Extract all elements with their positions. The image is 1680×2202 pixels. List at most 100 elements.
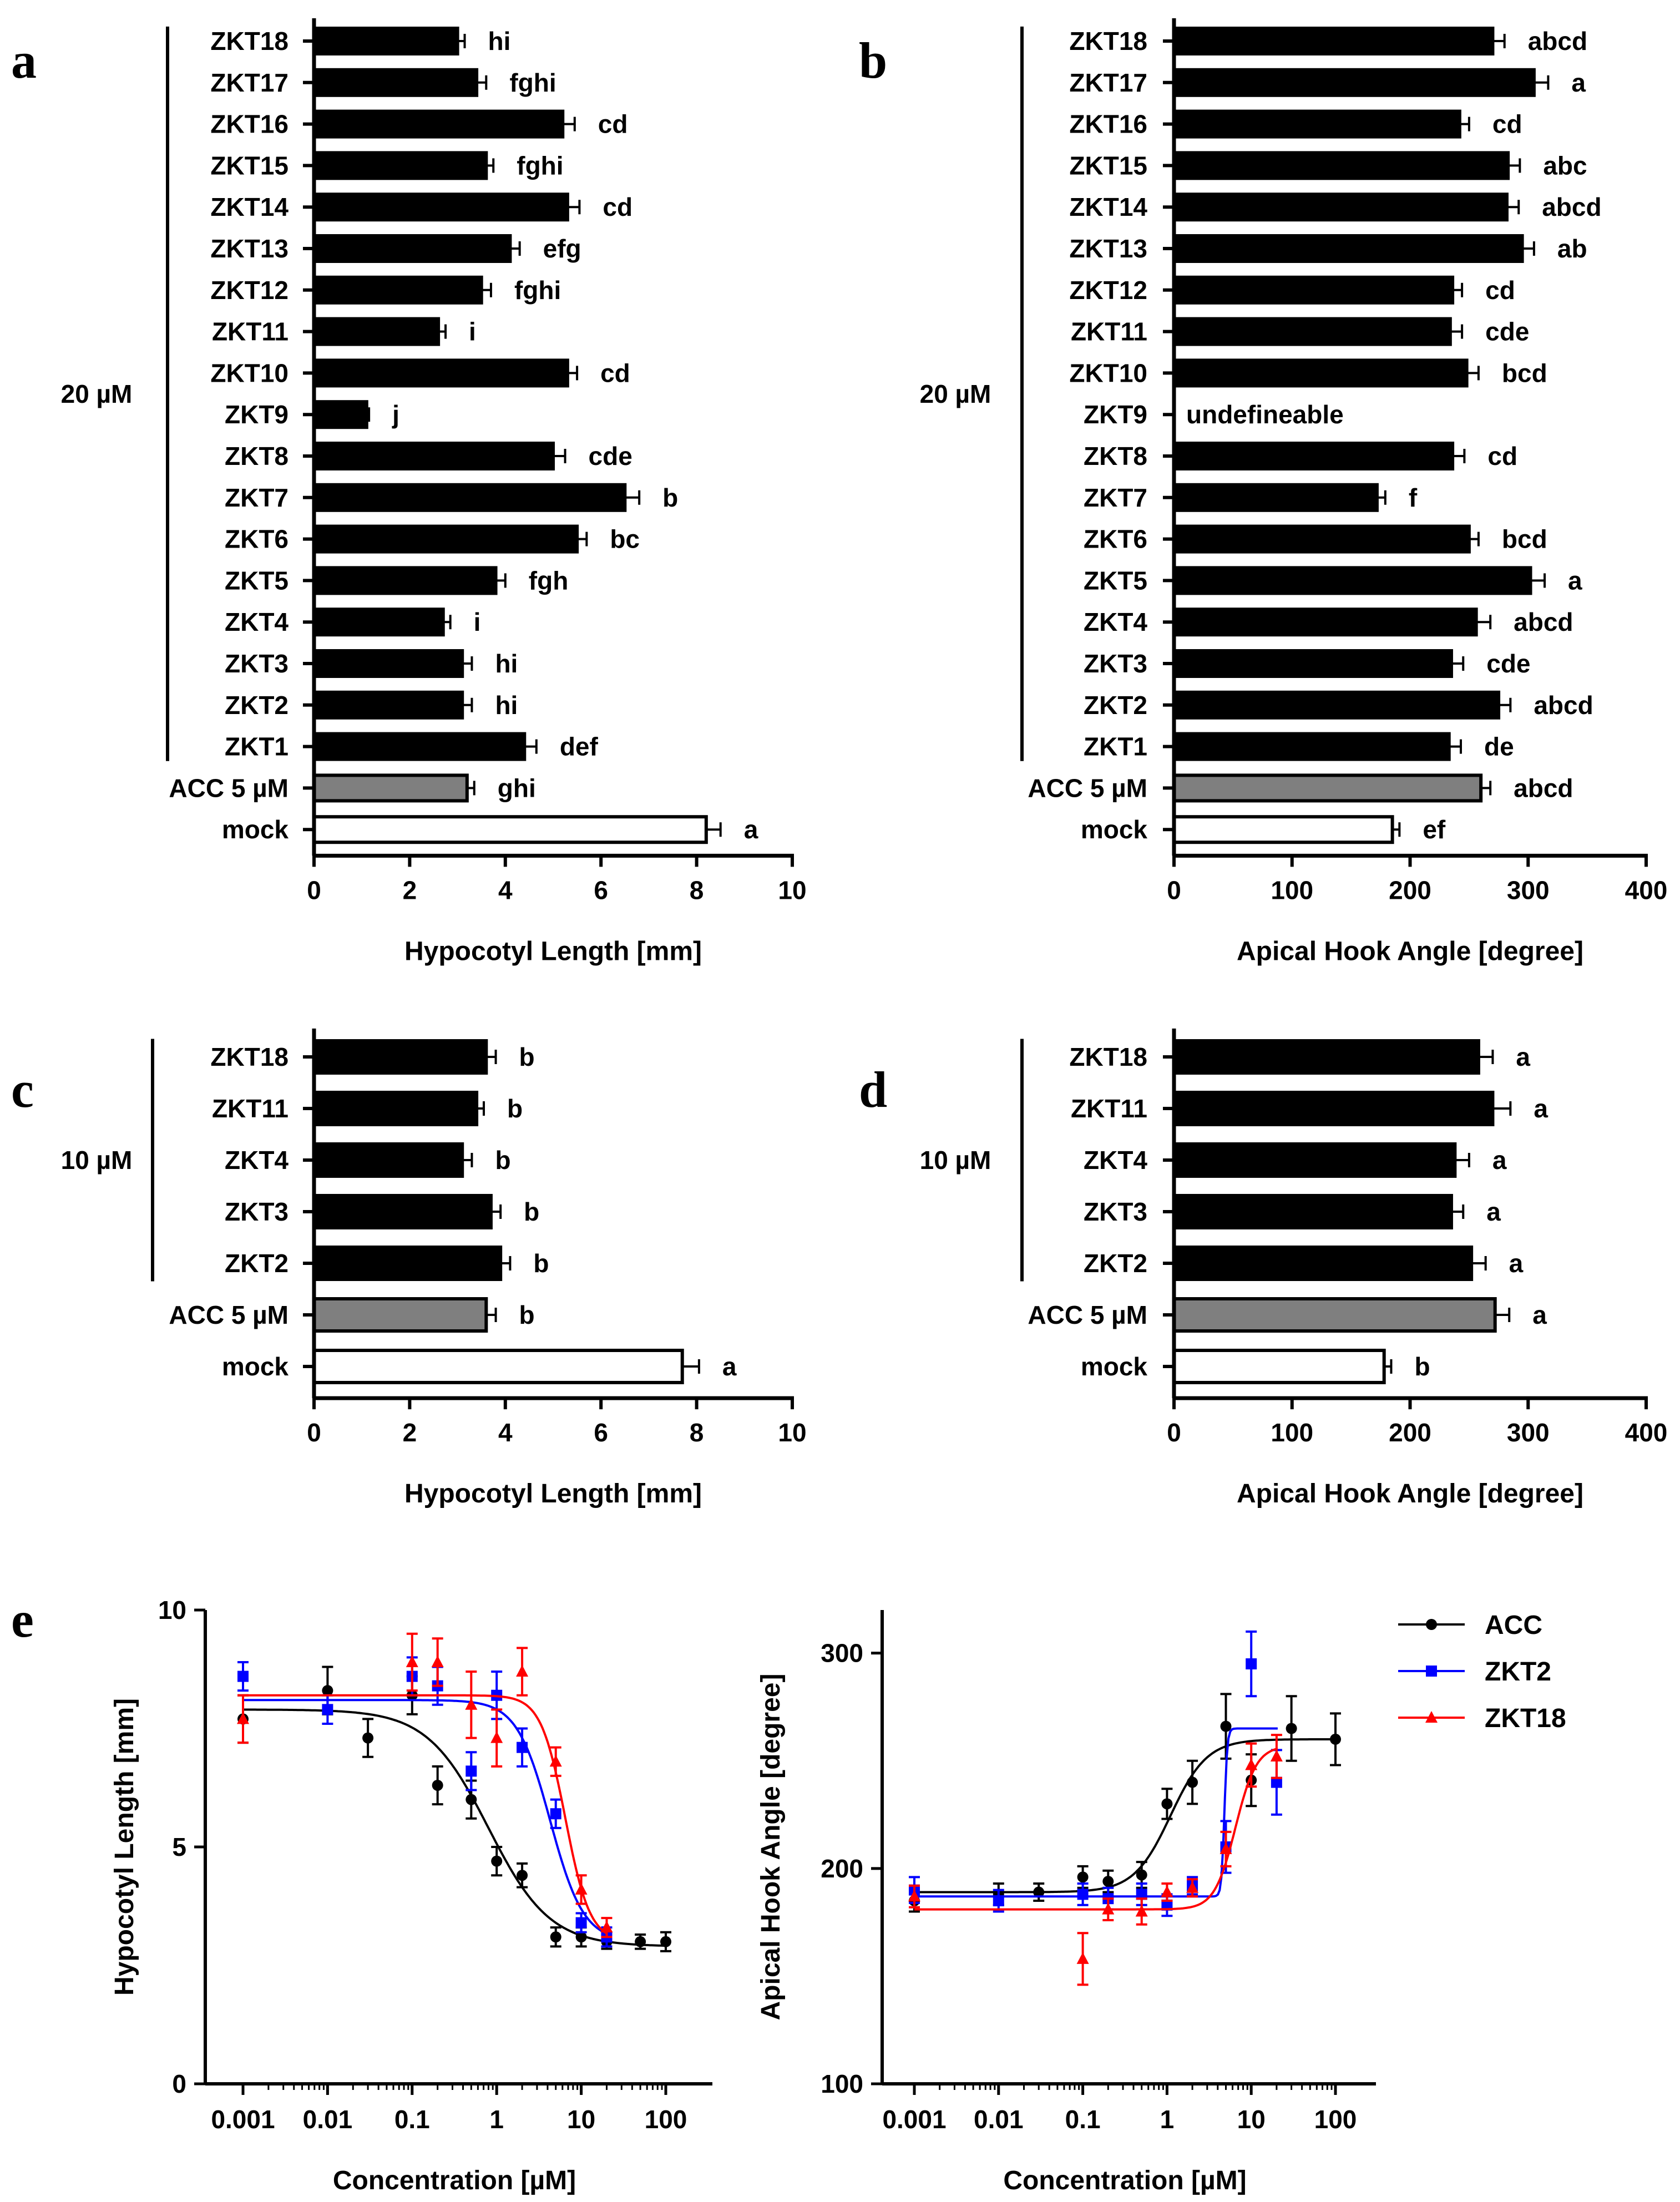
x-tick-label: 0.001 <box>882 2105 946 2134</box>
category-label: ZKT6 <box>1084 525 1147 554</box>
significance-letters: bc <box>610 525 640 554</box>
x-tick-label: 10 <box>778 875 806 904</box>
significance-letters: hi <box>488 27 511 55</box>
data-point <box>1161 1798 1173 1810</box>
legend-label: ZKT18 <box>1485 1704 1566 1733</box>
category-label: ZKT8 <box>225 442 289 470</box>
bar <box>312 1246 503 1281</box>
x-tick-label: 0.1 <box>1065 2105 1101 2134</box>
bar <box>1172 1246 1474 1281</box>
x-tick-label: 400 <box>1625 1418 1668 1447</box>
data-point <box>1187 1776 1198 1788</box>
bar <box>1172 1142 1457 1178</box>
data-point <box>1161 1885 1173 1897</box>
data-point <box>1330 1733 1341 1745</box>
legend-label: ACC <box>1485 1611 1542 1640</box>
data-point <box>490 1731 503 1743</box>
data-point <box>1245 1758 1258 1770</box>
data-point <box>491 1855 503 1867</box>
y-tick-label: 300 <box>821 1639 863 1668</box>
bar <box>312 1091 479 1126</box>
category-label: ZKT12 <box>210 276 289 305</box>
category-label: ZKT9 <box>1084 400 1147 429</box>
x-tick-label: 100 <box>1271 875 1313 904</box>
bar <box>312 1349 684 1384</box>
category-label: ZKT4 <box>1084 1146 1147 1175</box>
group-label: 20 µM <box>61 379 133 408</box>
category-label: ZKT8 <box>1084 442 1147 470</box>
bar <box>1172 193 1509 222</box>
category-label: ZKT3 <box>225 649 289 678</box>
x-tick-label: 0 <box>307 1418 321 1447</box>
category-label: ZKT2 <box>1084 691 1147 720</box>
significance-letters: cde <box>1486 649 1530 678</box>
y-axis-label: Apical Hook Angle [degree] <box>756 1674 786 2021</box>
bar <box>312 566 498 595</box>
x-tick-label: 1 <box>489 2105 504 2134</box>
significance-letters: a <box>1534 1094 1548 1123</box>
bar <box>1172 1091 1495 1126</box>
category-label: ZKT7 <box>1084 483 1147 512</box>
category-label: ZKT18 <box>1069 1042 1147 1071</box>
x-tick-label: 0.01 <box>974 2105 1024 2134</box>
category-label: ZKT9 <box>225 400 289 429</box>
category-label: ZKT3 <box>1084 1197 1147 1226</box>
bar <box>312 524 579 554</box>
x-tick-label: 2 <box>403 1418 417 1447</box>
fit-curve-zkt18 <box>914 1747 1278 1911</box>
x-tick-label: 100 <box>1314 2105 1357 2134</box>
bar <box>312 109 565 139</box>
data-point <box>575 1882 588 1895</box>
significance-letters: bcd <box>1502 525 1547 554</box>
significance-letters: a <box>1571 68 1586 97</box>
x-tick-label: 4 <box>498 875 513 904</box>
bar <box>312 234 512 263</box>
significance-letters: ab <box>1557 234 1587 263</box>
category-label: ACC 5 µM <box>1028 1300 1147 1329</box>
data-point <box>406 1655 418 1667</box>
data-point <box>1135 1905 1148 1917</box>
x-tick-label: 100 <box>1271 1418 1313 1447</box>
significance-letters: abcd <box>1514 773 1573 802</box>
x-tick-label: 300 <box>1507 875 1550 904</box>
x-tick-label: 200 <box>1389 1418 1431 1447</box>
significance-letters: cd <box>1487 442 1517 470</box>
category-label: ACC 5 µM <box>169 1300 289 1329</box>
x-axis-label: Hypocotyl Length [mm] <box>404 937 702 966</box>
bar <box>1172 317 1452 346</box>
x-tick-label: 400 <box>1625 875 1668 904</box>
significance-letters: fghi <box>514 276 561 305</box>
bar <box>1172 690 1501 720</box>
category-label: ZKT16 <box>1069 110 1147 139</box>
significance-letters: b <box>519 1300 535 1329</box>
significance-letters: cd <box>1485 276 1515 305</box>
data-point <box>237 1671 249 1682</box>
data-point <box>1033 1886 1045 1898</box>
y-tick-label: 200 <box>821 1854 863 1883</box>
category-label: ZKT5 <box>225 566 289 595</box>
significance-letters: b <box>524 1197 539 1226</box>
bar <box>312 151 488 180</box>
significance-letters: abcd <box>1528 27 1587 55</box>
bar <box>312 690 464 720</box>
data-point <box>1186 1881 1199 1893</box>
fit-curve-zkt18 <box>243 1694 608 1936</box>
group-label: 20 µM <box>920 379 991 408</box>
significance-letters: a <box>1568 566 1582 595</box>
category-label: ZKT3 <box>225 1197 289 1226</box>
category-label: ZKT18 <box>210 27 289 55</box>
bar <box>1172 1194 1453 1229</box>
category-label: ZKT14 <box>1069 193 1147 221</box>
category-label: ZKT17 <box>1069 68 1147 97</box>
significance-letters: fghi <box>517 151 563 180</box>
bar <box>312 358 569 388</box>
y-tick-label: 5 <box>172 1833 186 1861</box>
data-point <box>517 1742 528 1753</box>
bar <box>312 649 464 678</box>
panel-label-d: d <box>859 1061 887 1118</box>
bar <box>1172 151 1510 180</box>
bar <box>1172 234 1524 263</box>
category-label: mock <box>222 815 289 844</box>
significance-letters: hi <box>495 649 518 678</box>
significance-letters: cde <box>1485 317 1529 346</box>
